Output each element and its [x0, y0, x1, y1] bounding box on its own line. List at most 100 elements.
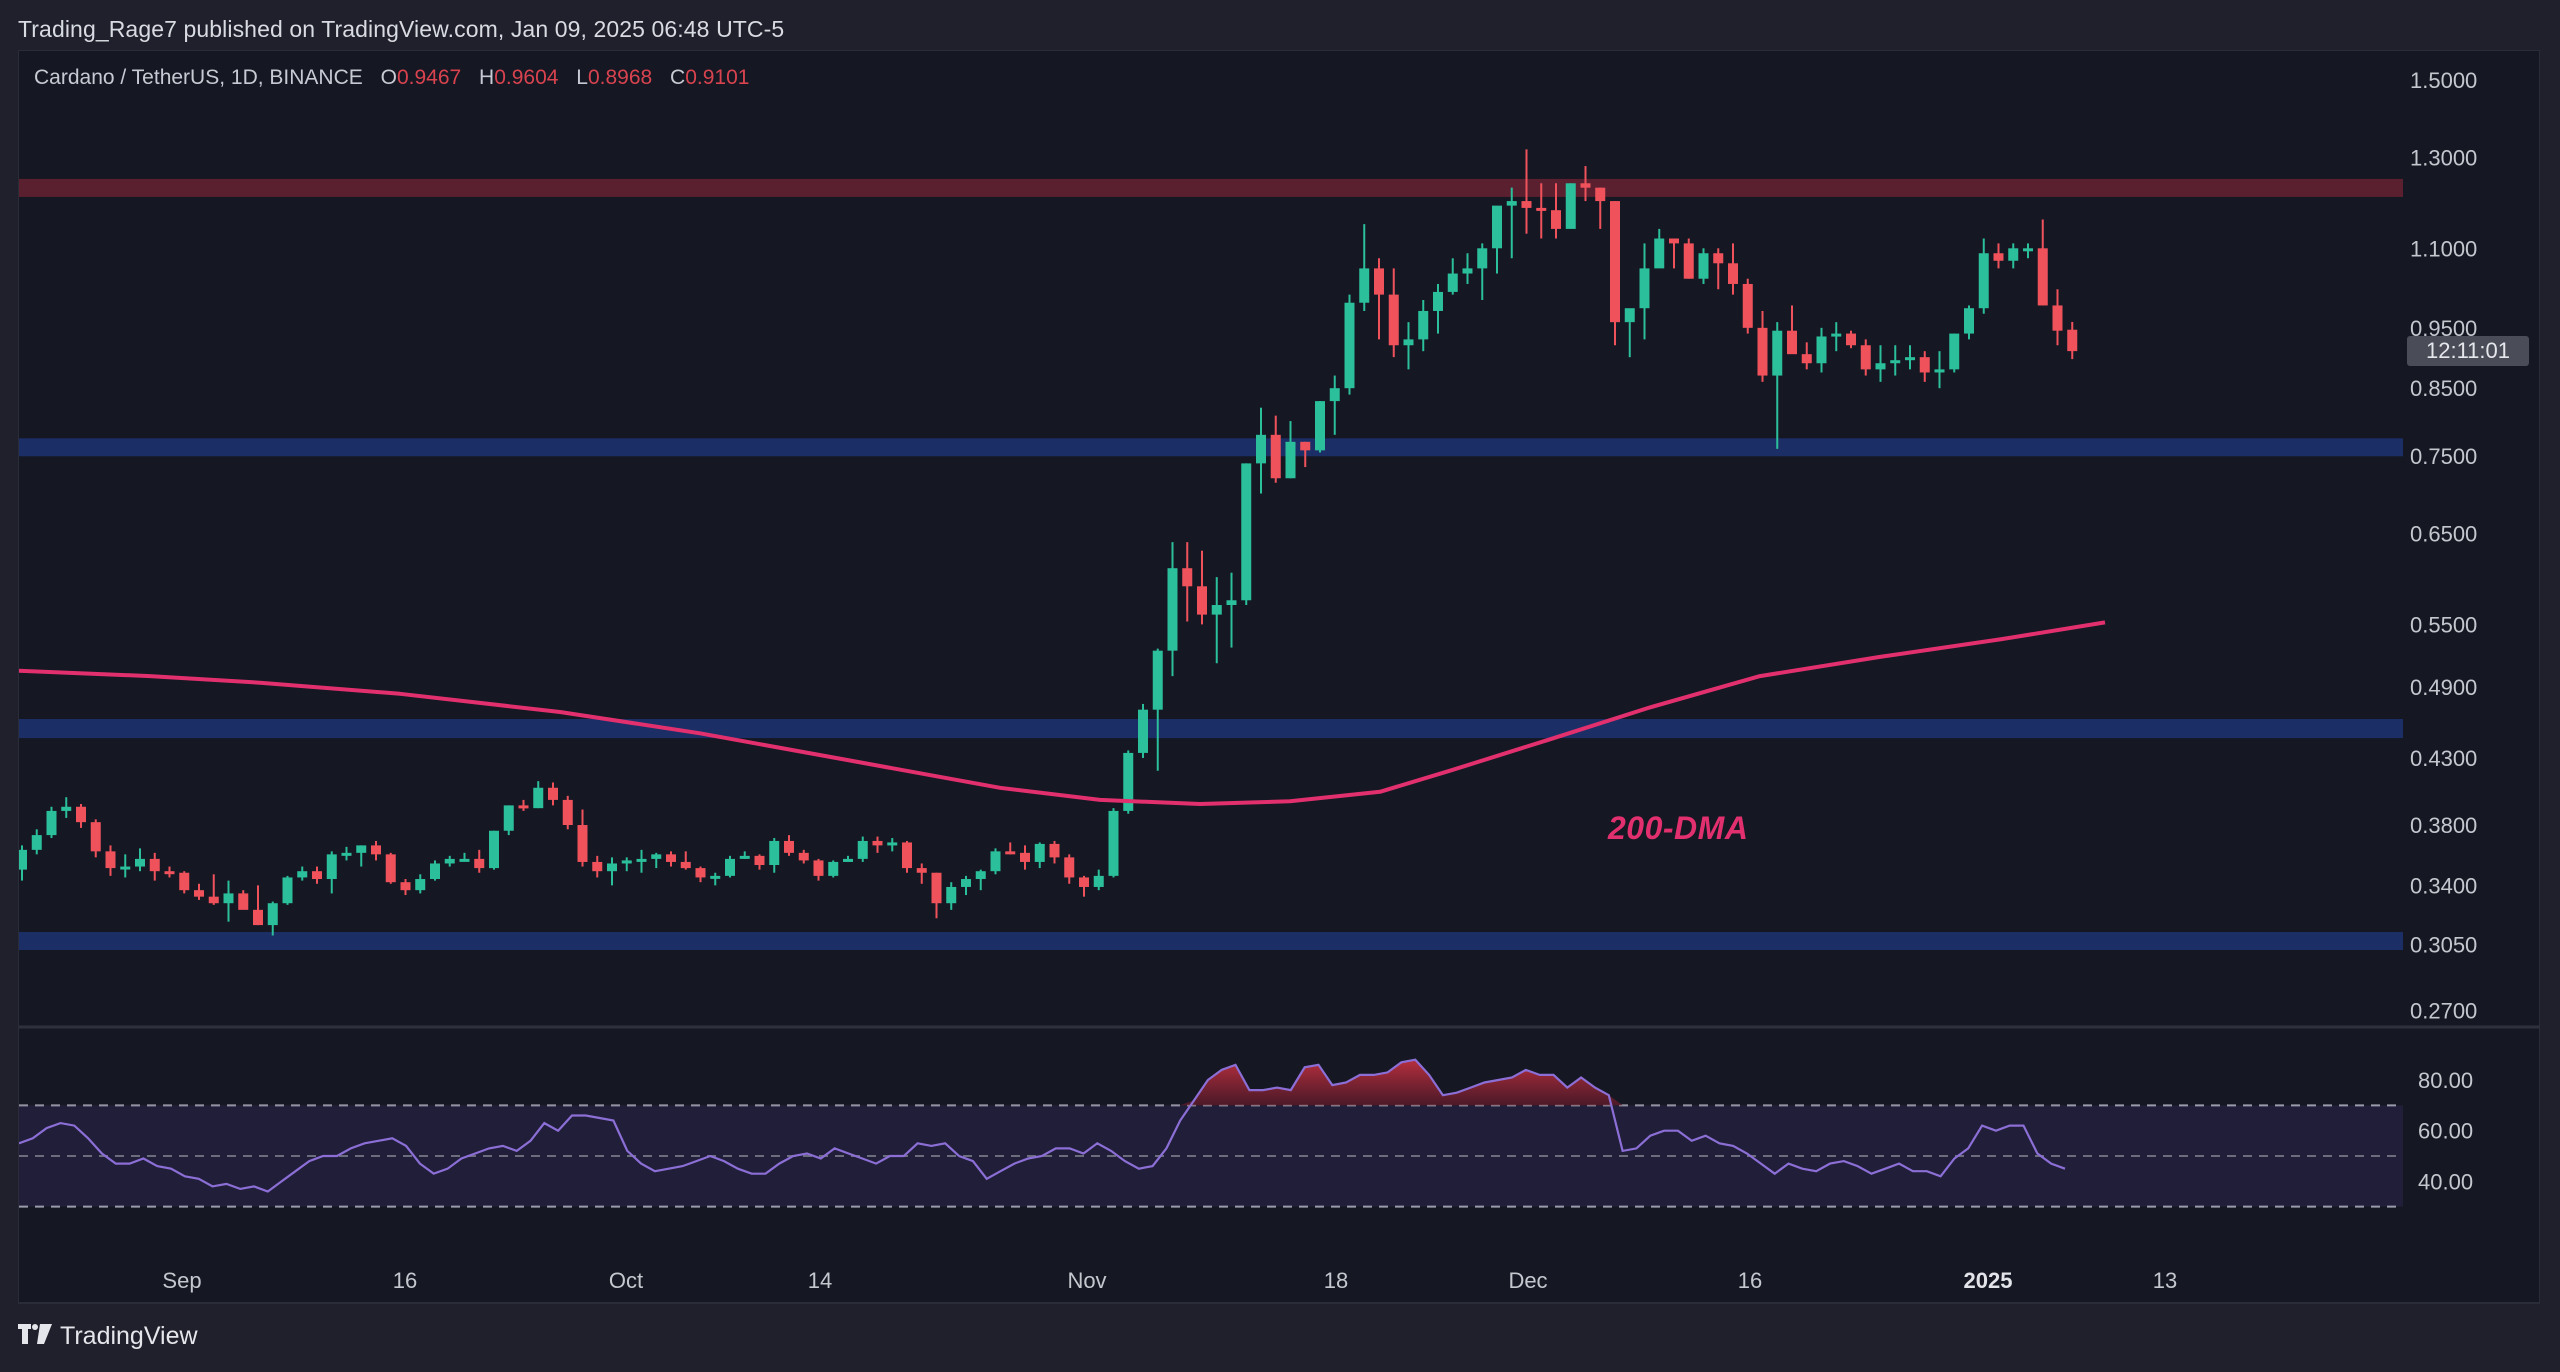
- rsi-pane[interactable]: [19, 1058, 2403, 1208]
- candle: [1698, 248, 1709, 284]
- candle: [621, 857, 632, 872]
- price-axis-tick: 0.6500: [2410, 522, 2477, 547]
- candle: [1226, 572, 1237, 648]
- candle: [1934, 351, 1945, 389]
- candle: [1256, 407, 1266, 494]
- rsi-axis-tick: 60.00: [2418, 1119, 2473, 1144]
- candle: [267, 901, 278, 936]
- high-label: H: [479, 66, 495, 89]
- price-axis-tick: 0.3050: [2410, 932, 2477, 957]
- candle: [1462, 253, 1473, 284]
- close-value: 0.9101: [685, 66, 750, 89]
- candle: [282, 875, 293, 905]
- candle: [1536, 183, 1547, 239]
- candle: [1374, 258, 1384, 340]
- support-0.31-zone: [19, 931, 2403, 950]
- candle: [1329, 375, 1340, 435]
- candle: [1108, 808, 1119, 878]
- candle: [680, 851, 691, 870]
- candle: [1034, 842, 1045, 869]
- candle: [1580, 166, 1591, 202]
- candle: [297, 866, 308, 881]
- candle: [1182, 542, 1193, 622]
- candle: [1846, 330, 1856, 349]
- candle: [754, 854, 765, 870]
- ma-200-line[interactable]: [18, 620, 2106, 806]
- low-value: 0.8968: [587, 66, 653, 89]
- open-value: 0.9467: [396, 66, 462, 89]
- candle: [1344, 294, 1355, 395]
- dma-annotation-label: 200-DMA: [1608, 810, 1749, 846]
- candle: [1079, 875, 1089, 897]
- candles: [19, 149, 2078, 936]
- candle: [459, 852, 470, 862]
- candle: [2008, 243, 2019, 269]
- candle: [769, 838, 780, 873]
- rsi-axis-tick: 40.00: [2418, 1169, 2473, 1194]
- resistance-zone: [19, 178, 2403, 197]
- candle: [1270, 415, 1281, 483]
- candle: [1359, 224, 1370, 311]
- candle: [666, 851, 676, 867]
- time-axis-tick: 14: [808, 1268, 832, 1293]
- price-axis-tick: 0.2700: [2410, 998, 2477, 1023]
- candle: [798, 849, 809, 864]
- candle: [843, 855, 853, 862]
- time-axis-tick: Nov: [1067, 1268, 1106, 1293]
- candle: [120, 854, 131, 878]
- candle: [1787, 305, 1797, 355]
- price-axis-tick: 1.1000: [2410, 236, 2477, 261]
- candle: [1919, 351, 1930, 382]
- price-axis-tick: 0.4300: [2410, 746, 2477, 771]
- time-axis-tick: 2025: [1964, 1268, 2013, 1293]
- candle: [518, 799, 529, 811]
- candle: [1152, 648, 1163, 771]
- candle: [902, 840, 912, 873]
- candle: [76, 804, 86, 828]
- candle: [1949, 333, 1960, 373]
- support-0.45-zone: [19, 718, 2403, 739]
- candle: [1831, 322, 1842, 352]
- price-axis-tick: 1.3000: [2410, 146, 2477, 171]
- candle: [1654, 228, 1665, 269]
- candle: [1772, 322, 1783, 449]
- candle: [135, 848, 145, 872]
- rsi-line[interactable]: [19, 1058, 2066, 1193]
- price-pane[interactable]: [17, 149, 2403, 950]
- candle: [784, 835, 794, 856]
- candle: [1978, 238, 1989, 314]
- candle: [1964, 305, 1974, 340]
- candle: [61, 797, 72, 818]
- candle: [931, 872, 942, 919]
- candle: [651, 852, 662, 869]
- candle: [739, 851, 750, 859]
- candle: [1492, 205, 1502, 274]
- candle: [1211, 577, 1222, 664]
- candle: [1551, 183, 1561, 239]
- time-axis-tick: 16: [393, 1268, 417, 1293]
- candle: [548, 782, 558, 806]
- candle: [1905, 345, 1915, 370]
- candle: [710, 872, 721, 886]
- candle: [2023, 243, 2033, 259]
- support-0.77-zone: [19, 438, 2403, 457]
- candle: [916, 863, 927, 884]
- symbol-title: Cardano / TetherUS, 1D, BINANCE: [34, 66, 363, 89]
- candle: [1020, 845, 1030, 870]
- candle: [725, 855, 735, 878]
- candle: [562, 795, 573, 830]
- candle: [1403, 322, 1414, 370]
- candle: [1064, 854, 1075, 884]
- candle: [385, 852, 396, 884]
- candle: [1742, 278, 1753, 334]
- candle: [961, 875, 971, 896]
- candle: [1433, 283, 1443, 334]
- candle: [503, 805, 514, 836]
- candle: [90, 819, 101, 858]
- candle: [105, 845, 116, 876]
- tradingview-logo[interactable]: TradingView: [18, 1322, 198, 1351]
- candle: [1875, 345, 1886, 382]
- candle: [430, 860, 440, 881]
- time-axis-tick: Sep: [162, 1268, 201, 1293]
